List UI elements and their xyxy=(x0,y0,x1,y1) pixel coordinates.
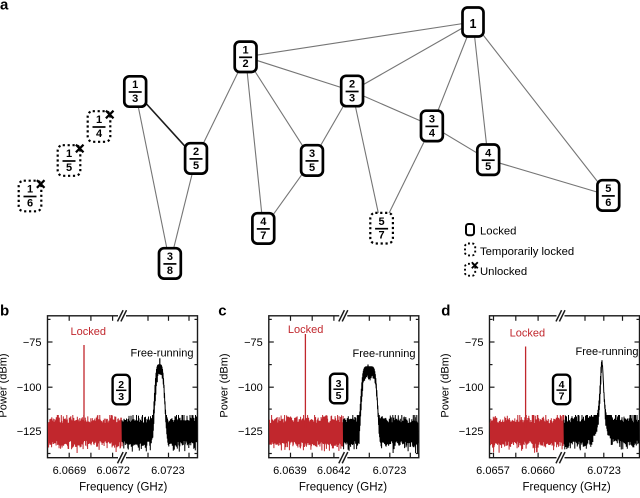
svg-text:−125: −125 xyxy=(238,426,263,438)
svg-text:2: 2 xyxy=(243,58,249,70)
svg-text:3: 3 xyxy=(132,93,138,105)
svg-text:−100: −100 xyxy=(459,382,484,394)
svg-text:4: 4 xyxy=(429,127,436,139)
svg-text:Locked: Locked xyxy=(510,328,545,340)
svg-text:3: 3 xyxy=(309,148,315,160)
svg-text:6: 6 xyxy=(27,197,33,209)
svg-text:Frequency (GHz): Frequency (GHz) xyxy=(79,482,167,494)
svg-text:5: 5 xyxy=(379,216,385,228)
svg-text:6.0672: 6.0672 xyxy=(96,465,130,477)
svg-text:Power (dBm): Power (dBm) xyxy=(439,353,451,417)
svg-text:1: 1 xyxy=(27,184,33,196)
svg-text:8: 8 xyxy=(167,265,173,277)
svg-text:5: 5 xyxy=(66,162,72,174)
svg-text:4: 4 xyxy=(260,216,267,228)
svg-text:2: 2 xyxy=(349,79,355,91)
svg-text:1: 1 xyxy=(66,148,72,160)
svg-text:Unlocked: Unlocked xyxy=(480,266,527,278)
svg-text:5: 5 xyxy=(605,183,611,195)
svg-text:1: 1 xyxy=(96,114,102,126)
svg-text:−100: −100 xyxy=(238,382,263,394)
svg-text:−75: −75 xyxy=(465,337,484,349)
svg-text:7: 7 xyxy=(379,230,385,242)
svg-text:−75: −75 xyxy=(244,337,263,349)
svg-text:−100: −100 xyxy=(17,382,42,394)
svg-text:4: 4 xyxy=(96,128,103,140)
svg-text:6.0723: 6.0723 xyxy=(587,465,621,477)
svg-text:Frequency (GHz): Frequency (GHz) xyxy=(299,482,387,494)
svg-text:d: d xyxy=(441,303,450,320)
svg-text:3: 3 xyxy=(167,251,173,263)
svg-text:5: 5 xyxy=(309,162,315,174)
svg-text:Power (dBm): Power (dBm) xyxy=(0,353,9,417)
svg-text:7: 7 xyxy=(559,391,565,403)
svg-text:7: 7 xyxy=(260,230,266,242)
svg-text:c: c xyxy=(218,303,226,320)
svg-text:6.0723: 6.0723 xyxy=(373,465,407,477)
svg-text:4: 4 xyxy=(559,379,565,391)
svg-text:Locked: Locked xyxy=(71,326,106,338)
svg-text:6.0669: 6.0669 xyxy=(53,465,87,477)
svg-text:Power (dBm): Power (dBm) xyxy=(219,353,231,417)
svg-text:1: 1 xyxy=(243,45,249,57)
svg-text:Free-running: Free-running xyxy=(353,348,416,360)
svg-text:6.0660: 6.0660 xyxy=(521,465,555,477)
svg-text:2: 2 xyxy=(193,146,199,158)
svg-text:1: 1 xyxy=(132,79,138,91)
svg-text:5: 5 xyxy=(193,160,199,172)
svg-text:1: 1 xyxy=(470,17,477,31)
svg-text:Temporarily locked: Temporarily locked xyxy=(480,246,574,258)
svg-text:6.0723: 6.0723 xyxy=(151,465,185,477)
svg-text:4: 4 xyxy=(485,147,492,159)
svg-text:Locked: Locked xyxy=(288,324,323,336)
svg-text:Frequency (GHz): Frequency (GHz) xyxy=(523,482,611,494)
svg-text:Free-running: Free-running xyxy=(576,346,639,358)
svg-text:Free-running: Free-running xyxy=(131,348,194,360)
svg-text:6.0639: 6.0639 xyxy=(273,465,307,477)
svg-text:3: 3 xyxy=(429,114,435,126)
svg-text:3: 3 xyxy=(118,391,124,403)
svg-text:−75: −75 xyxy=(23,337,42,349)
svg-text:3: 3 xyxy=(336,378,342,390)
svg-text:6.0642: 6.0642 xyxy=(317,465,351,477)
svg-text:−125: −125 xyxy=(17,426,42,438)
svg-text:b: b xyxy=(0,303,9,320)
svg-text:Locked: Locked xyxy=(480,225,516,237)
svg-text:a: a xyxy=(0,0,9,14)
svg-text:6: 6 xyxy=(605,197,611,209)
svg-text:5: 5 xyxy=(485,161,491,173)
svg-text:6.0657: 6.0657 xyxy=(476,465,510,477)
svg-text:2: 2 xyxy=(118,379,124,391)
svg-text:−125: −125 xyxy=(459,426,484,438)
svg-text:5: 5 xyxy=(336,390,342,402)
svg-text:3: 3 xyxy=(349,92,355,104)
